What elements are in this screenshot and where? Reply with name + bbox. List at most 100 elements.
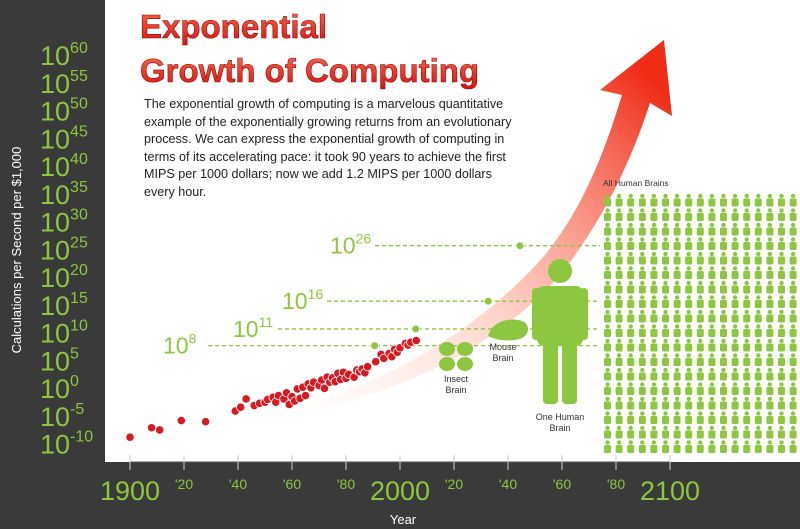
- crowd-person-icon: [640, 295, 645, 300]
- crowd-person-body: [720, 387, 727, 395]
- crowd-person-icon: [616, 338, 622, 344]
- crowd-person-body: [789, 445, 797, 453]
- crowd-person-body: [708, 213, 716, 221]
- crowd-person-body: [615, 343, 623, 352]
- crowd-person-icon: [698, 338, 703, 344]
- crowd-person-icon: [790, 353, 796, 358]
- crowd-person-icon: [605, 411, 610, 416]
- crowd-person-body: [615, 445, 623, 453]
- crowd-person-body: [673, 300, 681, 308]
- crowd-person-body: [731, 416, 739, 424]
- crowd-person-icon: [698, 425, 703, 431]
- crowd-person-icon: [732, 425, 738, 431]
- crowd-person-icon: [616, 396, 622, 402]
- crowd-person-body: [638, 401, 646, 410]
- crowd-person-body: [754, 416, 762, 424]
- crowd-person-body: [789, 300, 797, 308]
- crowd-person-body: [604, 372, 611, 381]
- crowd-person-icon: [732, 309, 738, 315]
- crowd-person-icon: [709, 396, 715, 402]
- crowd-person-body: [673, 314, 681, 323]
- crowd-person-body: [778, 343, 785, 352]
- crowd-person-icon: [674, 222, 680, 228]
- crowd-person-icon: [628, 309, 633, 315]
- crowd-person-body: [720, 300, 727, 308]
- crowd-person-icon: [686, 425, 691, 431]
- crowd-person-body: [685, 416, 693, 424]
- crowd-person-body: [766, 358, 774, 366]
- crowd-person-body: [789, 256, 797, 265]
- crowd-person-body: [685, 242, 693, 250]
- crowd-person-body: [662, 430, 669, 439]
- crowd-person-icon: [767, 338, 773, 344]
- crowd-person-body: [754, 256, 762, 265]
- crowd-person-icon: [767, 193, 773, 199]
- crowd-person-body: [615, 227, 623, 236]
- crowd-person-body: [708, 227, 716, 236]
- crowd-person-icon: [686, 367, 691, 373]
- crowd-person-icon: [651, 425, 657, 431]
- crowd-person-body: [604, 314, 611, 323]
- crowd-person-icon: [640, 382, 645, 387]
- crowd-person-body: [754, 198, 762, 207]
- crowd-person-icon: [651, 222, 657, 228]
- crowd-person-body: [673, 358, 681, 366]
- crowd-person-body: [615, 242, 623, 250]
- crowd-person-icon: [651, 193, 657, 199]
- mouse-brain-label: Mouse Brain: [489, 342, 516, 363]
- crowd-person-body: [754, 314, 762, 323]
- y-axis-ticks: 1060105510501045104010351030102510201015…: [40, 40, 93, 460]
- crowd-person-body: [638, 256, 646, 265]
- crowd-person-body: [638, 285, 646, 294]
- crowd-person-body: [638, 445, 646, 453]
- crowd-person-icon: [779, 208, 784, 213]
- crowd-person-icon: [616, 440, 622, 445]
- crowd-person-body: [673, 198, 681, 207]
- crowd-person-icon: [628, 367, 633, 373]
- crowd-person-icon: [709, 280, 715, 286]
- crowd-person-icon: [732, 208, 738, 213]
- crowd-person-body: [766, 401, 774, 410]
- crowd-person-body: [743, 387, 751, 395]
- x-axis-ticks: 1900 '20 '40 '60 '80 2000 '20 '40 '60 '80 2100: [100, 455, 700, 506]
- data-point: [300, 390, 311, 401]
- crowd-person-icon: [605, 222, 610, 228]
- crowd-person-body: [720, 256, 727, 265]
- threshold-marker: [483, 296, 493, 306]
- crowd-person-body: [778, 329, 785, 337]
- crowd-person-icon: [686, 309, 691, 315]
- crowd-person-body: [615, 387, 623, 395]
- data-point: [155, 425, 165, 435]
- x-tick-label: 2000: [370, 476, 430, 506]
- crowd-person-icon: [709, 411, 715, 416]
- crowd-person-icon: [779, 324, 784, 329]
- crowd-person-body: [650, 242, 658, 250]
- crowd-person-icon: [651, 367, 657, 373]
- crowd-person-body: [766, 329, 774, 337]
- crowd-person-icon: [674, 425, 680, 431]
- crowd-person-body: [720, 358, 727, 366]
- crowd-person-body: [720, 430, 727, 439]
- crowd-person-icon: [709, 251, 715, 257]
- crowd-person-icon: [605, 251, 610, 257]
- crowd-person-body: [627, 300, 635, 308]
- crowd-person-icon: [698, 193, 703, 199]
- crowd-person-body: [766, 300, 774, 308]
- crowd-person-icon: [686, 208, 691, 213]
- data-point: [241, 394, 251, 404]
- crowd-person-icon: [663, 324, 668, 329]
- crowd-person-icon: [651, 295, 657, 300]
- crowd-person-icon: [616, 353, 622, 358]
- crowd-person-icon: [616, 237, 622, 242]
- crowd-person-icon: [663, 411, 668, 416]
- crowd-person-icon: [721, 309, 726, 315]
- crowd-person-body: [662, 416, 669, 424]
- crowd-person-icon: [674, 396, 680, 402]
- crowd-person-icon: [709, 266, 715, 271]
- crowd-person-body: [789, 343, 797, 352]
- crowd-person-body: [766, 213, 774, 221]
- crowd-person-icon: [756, 396, 761, 402]
- crowd-person-icon: [686, 266, 691, 271]
- crowd-person-icon: [779, 266, 784, 271]
